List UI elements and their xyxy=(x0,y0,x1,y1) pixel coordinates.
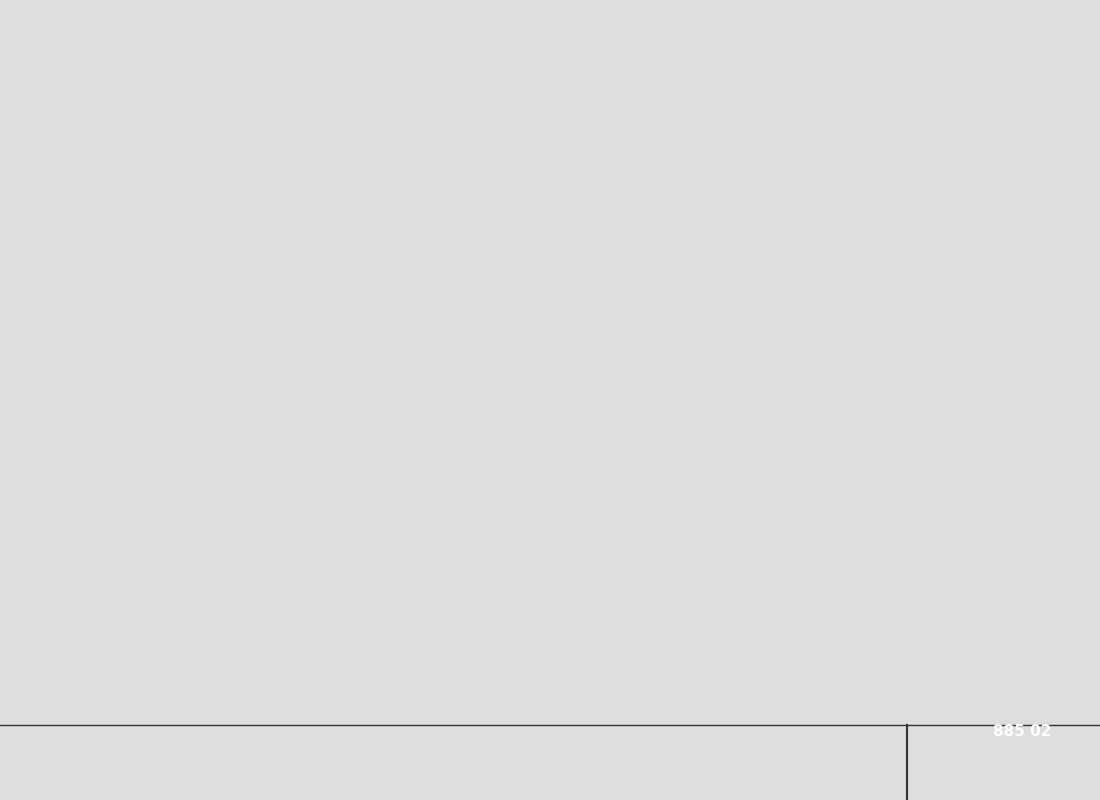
Text: a passion for parts ideas: a passion for parts ideas xyxy=(387,523,713,549)
Text: 19: 19 xyxy=(246,307,260,317)
Text: eurospares: eurospares xyxy=(348,433,752,495)
Text: 1: 1 xyxy=(705,430,714,442)
Text: 4: 4 xyxy=(619,722,628,734)
Polygon shape xyxy=(808,452,830,524)
Polygon shape xyxy=(60,564,539,676)
Polygon shape xyxy=(506,208,530,448)
Polygon shape xyxy=(839,450,943,510)
Polygon shape xyxy=(820,248,957,444)
Text: 12: 12 xyxy=(45,530,60,542)
Polygon shape xyxy=(55,236,130,276)
Text: 14: 14 xyxy=(45,358,60,370)
Polygon shape xyxy=(566,444,776,508)
Polygon shape xyxy=(592,454,629,488)
Bar xyxy=(957,660,1087,752)
Polygon shape xyxy=(214,382,255,418)
Polygon shape xyxy=(53,144,165,204)
Polygon shape xyxy=(693,256,803,438)
Polygon shape xyxy=(148,304,201,352)
Text: 5: 5 xyxy=(573,622,582,634)
Polygon shape xyxy=(962,660,1082,678)
Text: 2: 2 xyxy=(964,598,972,610)
Polygon shape xyxy=(484,602,539,676)
Text: 10: 10 xyxy=(166,422,182,434)
Polygon shape xyxy=(57,290,108,336)
Polygon shape xyxy=(651,99,684,114)
Text: 11: 11 xyxy=(45,462,60,474)
Polygon shape xyxy=(163,428,506,516)
Text: 7: 7 xyxy=(997,402,1005,414)
Text: 15: 15 xyxy=(685,418,701,430)
Text: 1: 1 xyxy=(689,430,697,442)
Text: 21: 21 xyxy=(659,678,675,692)
Polygon shape xyxy=(97,640,484,676)
Polygon shape xyxy=(176,110,251,140)
Text: 18: 18 xyxy=(188,210,204,222)
Polygon shape xyxy=(500,448,528,526)
Bar xyxy=(660,664,952,740)
Text: 15: 15 xyxy=(694,419,710,432)
Polygon shape xyxy=(572,100,614,304)
Polygon shape xyxy=(676,248,814,444)
Polygon shape xyxy=(148,208,178,448)
Polygon shape xyxy=(63,244,126,276)
Polygon shape xyxy=(167,196,508,436)
Text: 9: 9 xyxy=(224,426,233,438)
Polygon shape xyxy=(618,462,640,482)
Polygon shape xyxy=(559,440,781,512)
Polygon shape xyxy=(952,452,974,524)
Text: 16: 16 xyxy=(999,350,1014,362)
Polygon shape xyxy=(189,152,273,190)
Text: 19: 19 xyxy=(854,678,869,692)
Polygon shape xyxy=(999,320,1047,352)
Text: 6: 6 xyxy=(584,482,593,494)
Polygon shape xyxy=(822,440,960,516)
Polygon shape xyxy=(990,346,1040,392)
Text: 17: 17 xyxy=(399,430,415,442)
Text: 21: 21 xyxy=(266,346,279,355)
Polygon shape xyxy=(704,200,792,240)
Polygon shape xyxy=(398,152,482,190)
Polygon shape xyxy=(50,340,101,376)
Polygon shape xyxy=(770,456,798,520)
Polygon shape xyxy=(623,106,713,266)
Polygon shape xyxy=(696,450,800,510)
Polygon shape xyxy=(294,152,377,190)
Polygon shape xyxy=(814,260,830,452)
Polygon shape xyxy=(930,242,1025,284)
Text: 8: 8 xyxy=(848,426,857,438)
Polygon shape xyxy=(779,394,867,448)
Polygon shape xyxy=(847,200,935,240)
Polygon shape xyxy=(1023,168,1036,220)
Text: 20: 20 xyxy=(433,298,447,307)
Polygon shape xyxy=(614,98,720,272)
Text: 20: 20 xyxy=(756,678,772,692)
Polygon shape xyxy=(957,260,974,452)
Text: 885 02: 885 02 xyxy=(992,724,1052,739)
Polygon shape xyxy=(836,256,946,438)
Polygon shape xyxy=(178,440,495,508)
Text: 3: 3 xyxy=(909,686,917,698)
Text: 13: 13 xyxy=(45,646,60,658)
Polygon shape xyxy=(679,440,817,516)
Polygon shape xyxy=(180,202,499,432)
Polygon shape xyxy=(913,156,1025,212)
Polygon shape xyxy=(715,112,735,282)
